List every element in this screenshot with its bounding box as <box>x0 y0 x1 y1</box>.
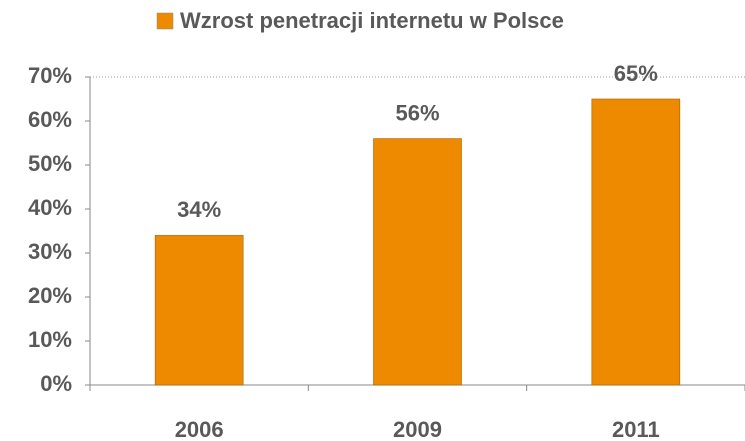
y-tick-label: 50% <box>28 151 72 176</box>
bar <box>154 235 244 386</box>
bar <box>373 138 462 386</box>
value-label: 56% <box>395 100 439 125</box>
y-tick-label: 0% <box>40 371 72 396</box>
y-tick-label: 30% <box>28 239 72 264</box>
bar <box>591 98 681 386</box>
x-tick-label: 2006 <box>175 417 224 441</box>
legend-swatch <box>156 12 174 30</box>
legend-label: Wzrost penetracji internetu w Polsce <box>180 8 564 33</box>
value-label: 65% <box>614 61 658 86</box>
y-tick-label: 20% <box>28 283 72 308</box>
y-tick-label: 60% <box>28 107 72 132</box>
x-tick-label: 2011 <box>612 417 660 441</box>
y-tick-label: 70% <box>28 63 72 88</box>
x-tick-label: 2009 <box>393 417 442 441</box>
y-tick-label: 10% <box>28 327 72 352</box>
value-label: 34% <box>177 197 221 222</box>
y-tick-label: 40% <box>28 195 72 220</box>
